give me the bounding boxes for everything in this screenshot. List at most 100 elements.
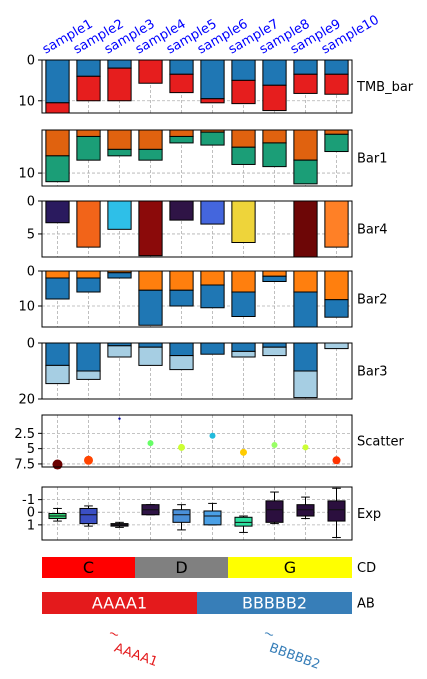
bar4-bar-6 [200, 200, 225, 225]
scatter-point-5 [178, 443, 185, 451]
exp-box-2 [79, 507, 98, 525]
bar1-bar-4-s1 [138, 129, 163, 150]
bar2-bar-4-s1 [138, 270, 163, 291]
exp-ytick-label: 1 [27, 518, 35, 533]
bar4-bar-1 [45, 200, 70, 224]
bar1-bar-7-s2 [231, 146, 256, 165]
legend-squiggle-1: ~ [106, 626, 121, 644]
bar3-bar-5-s2 [169, 355, 194, 371]
tmb-bar-ytick-label: 10 [18, 94, 35, 109]
bar2-frame [41, 270, 353, 328]
scatter-point-6 [209, 432, 216, 439]
exp-box-8 [265, 500, 284, 523]
bar4-bar-2 [76, 200, 101, 248]
bar3-bar-2-s2 [76, 370, 101, 380]
tmb-bar-frame [41, 59, 353, 114]
bar3-bar-2-s1 [76, 342, 101, 372]
exp-ytick-label: 0 [27, 506, 35, 521]
exp-track-label: Exp [357, 507, 381, 522]
bar2-bar-9-s2 [293, 291, 318, 328]
scatter-point-2 [84, 455, 93, 465]
legend-squiggle-2: ~ [261, 626, 276, 644]
tmb-bar-bar-5-s2 [169, 73, 194, 94]
bar2-ytick-label: 0 [27, 265, 35, 280]
tmb-bar-bar-8-s1 [262, 59, 287, 86]
scatter-point-8 [271, 441, 278, 448]
bar2-bar-2-s2 [76, 277, 101, 293]
exp-box-5 [172, 509, 191, 523]
scatter-track-label: Scatter [357, 435, 405, 450]
bar1-frame [41, 129, 353, 187]
bar2-bar-1-s2 [45, 277, 70, 300]
scatter-ytick-label: 2.5 [14, 427, 35, 442]
bar2-bar-4-s2 [138, 289, 163, 326]
tmb-bar-bar-9-s1 [293, 59, 318, 75]
bar3-bar-5-s1 [169, 342, 194, 357]
bar3-bar-4-s2 [138, 346, 163, 366]
cd-segment-label-2: D [175, 558, 187, 577]
scatter-frame [41, 414, 353, 468]
tmb-bar-bar-7-s2 [231, 79, 256, 105]
bar2-ytick-label: 10 [18, 300, 35, 315]
bar2-bar-6-s1 [200, 270, 225, 286]
legend-label-1: AAAA1 [112, 641, 159, 670]
cd-segment-3 [228, 557, 352, 578]
bar4-ytick-label: 5 [27, 227, 35, 242]
scatter-ytick-label: 7.5 [14, 457, 35, 472]
bar1-bar-5-s2 [169, 135, 194, 144]
cd-segment-label-3: G [284, 558, 296, 577]
bar1-bar-4-s2 [138, 148, 163, 161]
tmb-bar-bar-10-s1 [324, 59, 349, 75]
bar2-bar-8-s1 [262, 270, 287, 277]
bar2-track-label: Bar2 [357, 293, 388, 308]
bar3-bar-9-s2 [293, 370, 318, 399]
bar1-bar-5-s1 [169, 129, 194, 137]
scatter-point-9 [302, 444, 309, 451]
bar1-bar-2-s1 [76, 129, 101, 137]
tmb-bar-bar-10-s2 [324, 73, 349, 95]
bar3-ytick-label: 0 [27, 337, 35, 352]
ab-segment-2 [197, 592, 352, 614]
bar2-bar-5-s2 [169, 289, 194, 307]
tmb-bar-bar-9-s2 [293, 73, 318, 94]
ab-track-label: AB [357, 597, 375, 612]
bar2-bar-7-s1 [231, 270, 256, 293]
bar1-bar-10-s1 [324, 129, 349, 135]
bar3-bar-7-s1 [231, 342, 256, 352]
cd-segment-1 [42, 557, 135, 578]
tmb-bar-ytick-label: 0 [27, 54, 35, 69]
exp-box-9 [296, 504, 315, 517]
bar1-bar-3-s1 [107, 129, 132, 150]
bar2-bar-8-s2 [262, 275, 287, 282]
bar3-bar-10-s2 [324, 342, 349, 350]
scatter-point-10 [332, 456, 341, 465]
scatter-point-3 [118, 417, 121, 420]
bar2-bar-5-s1 [169, 270, 194, 291]
tmb-bar-bar-5-s1 [169, 59, 194, 75]
tmb-bar-bar-1-s2 [45, 102, 70, 114]
tmb-bar-bar-6-s2 [200, 98, 225, 104]
bar1-bar-9-s2 [293, 159, 318, 185]
bar4-bar-3 [107, 200, 132, 230]
tmb-bar-bar-4-s2 [138, 59, 163, 84]
bar1-bar-10-s2 [324, 133, 349, 153]
bar1-bar-2-s2 [76, 135, 101, 161]
bar1-bar-3-s2 [107, 148, 132, 157]
scatter-ytick-label: 5 [27, 442, 35, 457]
bar2-bar-1-s1 [45, 270, 70, 279]
cd-segment-label-1: C [83, 558, 94, 577]
bar1-bar-6-s2 [200, 131, 225, 146]
tmb-bar-bar-8-s2 [262, 84, 287, 112]
bar4-bar-9 [293, 200, 318, 258]
bar4-bar-10 [324, 200, 349, 248]
cd-segment-2 [135, 557, 228, 578]
exp-box-6 [203, 510, 222, 526]
bar3-bar-1-s2 [45, 364, 70, 385]
tmb-bar-bar-2-s2 [76, 75, 101, 102]
scatter-point-7 [240, 448, 247, 456]
tmb-bar-bar-2-s1 [76, 59, 101, 77]
bar4-frame [41, 200, 353, 258]
bar3-ytick-label: 20 [18, 393, 35, 408]
bar1-bar-8-s1 [262, 129, 287, 144]
